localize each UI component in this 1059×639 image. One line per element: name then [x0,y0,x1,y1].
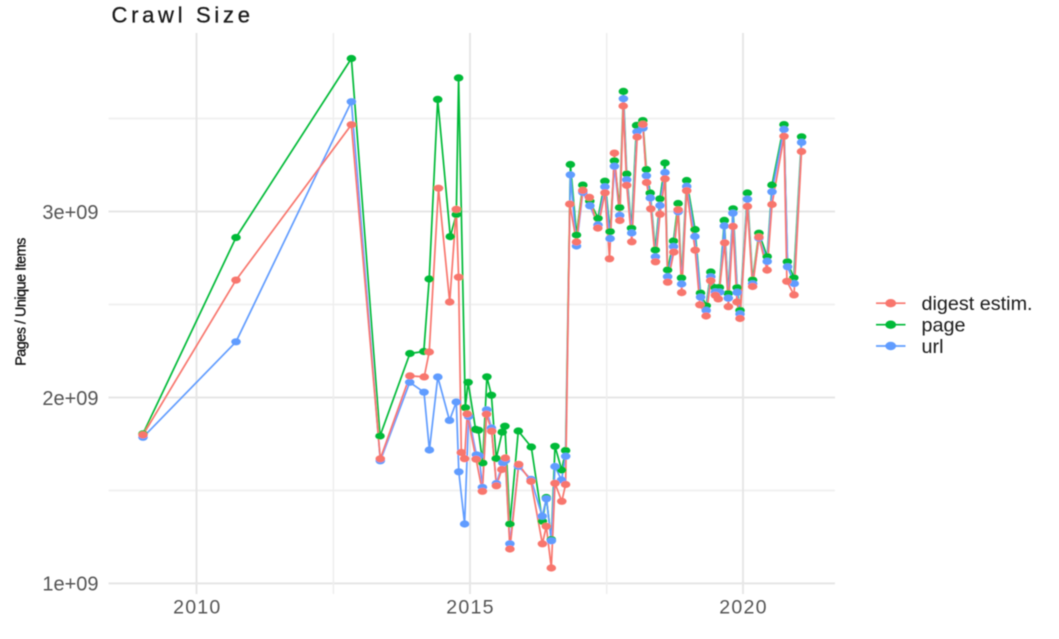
svg-text:2015: 2015 [446,597,494,619]
svg-text:page: page [922,315,966,337]
svg-text:url: url [922,336,944,358]
svg-text:digest estim.: digest estim. [922,293,1033,315]
svg-text:1e+09: 1e+09 [42,574,98,596]
svg-text:2e+09: 2e+09 [42,388,98,410]
svg-text:2010: 2010 [173,597,221,619]
svg-text:2020: 2020 [719,597,767,619]
svg-text:Crawl Size: Crawl Size [112,3,254,28]
svg-text:3e+09: 3e+09 [42,202,98,224]
svg-text:Pages / Unique Items: Pages / Unique Items [14,238,30,366]
